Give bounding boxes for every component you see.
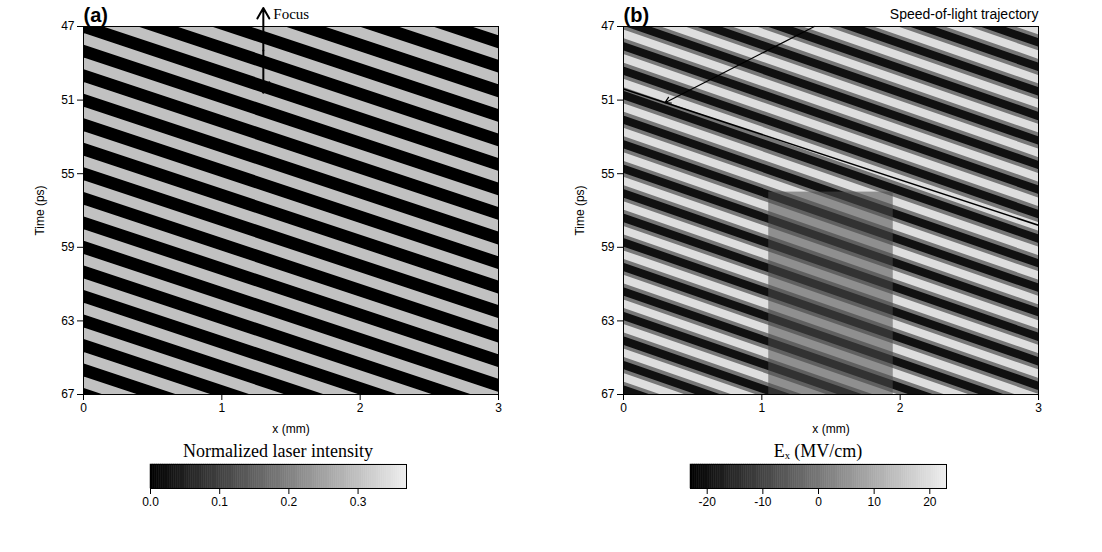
svg-text:2: 2 xyxy=(897,401,904,415)
svg-text:0: 0 xyxy=(80,401,87,415)
svg-text:0.0: 0.0 xyxy=(142,495,159,509)
svg-text:1: 1 xyxy=(758,401,765,415)
svg-text:3: 3 xyxy=(495,401,502,415)
svg-text:67: 67 xyxy=(601,387,615,401)
svg-text:51: 51 xyxy=(601,93,615,107)
svg-text:47: 47 xyxy=(61,19,75,33)
svg-text:Speed-of-light trajectory: Speed-of-light trajectory xyxy=(890,6,1039,22)
svg-text:59: 59 xyxy=(61,240,75,254)
svg-text:x (mm): x (mm) xyxy=(272,422,309,436)
svg-text:51: 51 xyxy=(61,93,75,107)
svg-text:(a): (a) xyxy=(84,4,108,26)
svg-text:2: 2 xyxy=(357,401,364,415)
svg-text:55: 55 xyxy=(61,167,75,181)
svg-text:0.2: 0.2 xyxy=(281,495,298,509)
svg-text:20: 20 xyxy=(923,495,937,509)
svg-text:-20: -20 xyxy=(699,495,717,509)
svg-text:55: 55 xyxy=(601,167,615,181)
svg-text:67: 67 xyxy=(61,387,75,401)
svg-text:Time (ps): Time (ps) xyxy=(573,185,587,235)
html-text:Eₓ (MV/cm): Eₓ (MV/cm) xyxy=(773,441,863,461)
svg-text:59: 59 xyxy=(601,240,615,254)
svg-text:Time (ps): Time (ps) xyxy=(33,185,47,235)
svg-text:x (mm): x (mm) xyxy=(812,422,849,436)
svg-text:Focus: Focus xyxy=(273,6,309,22)
svg-text:63: 63 xyxy=(61,314,75,328)
svg-text:(b): (b) xyxy=(624,4,650,26)
html-text:Normalized laser intensity: Normalized laser intensity xyxy=(183,441,373,461)
svg-text:-10: -10 xyxy=(754,495,772,509)
svg-text:0.3: 0.3 xyxy=(350,495,367,509)
svg-text:0: 0 xyxy=(620,401,627,415)
svg-text:47: 47 xyxy=(601,19,615,33)
svg-text:0.1: 0.1 xyxy=(211,495,228,509)
svg-text:63: 63 xyxy=(601,314,615,328)
svg-text:1: 1 xyxy=(218,401,225,415)
svg-text:10: 10 xyxy=(867,495,881,509)
svg-text:0: 0 xyxy=(815,495,822,509)
svg-text:3: 3 xyxy=(1035,401,1042,415)
